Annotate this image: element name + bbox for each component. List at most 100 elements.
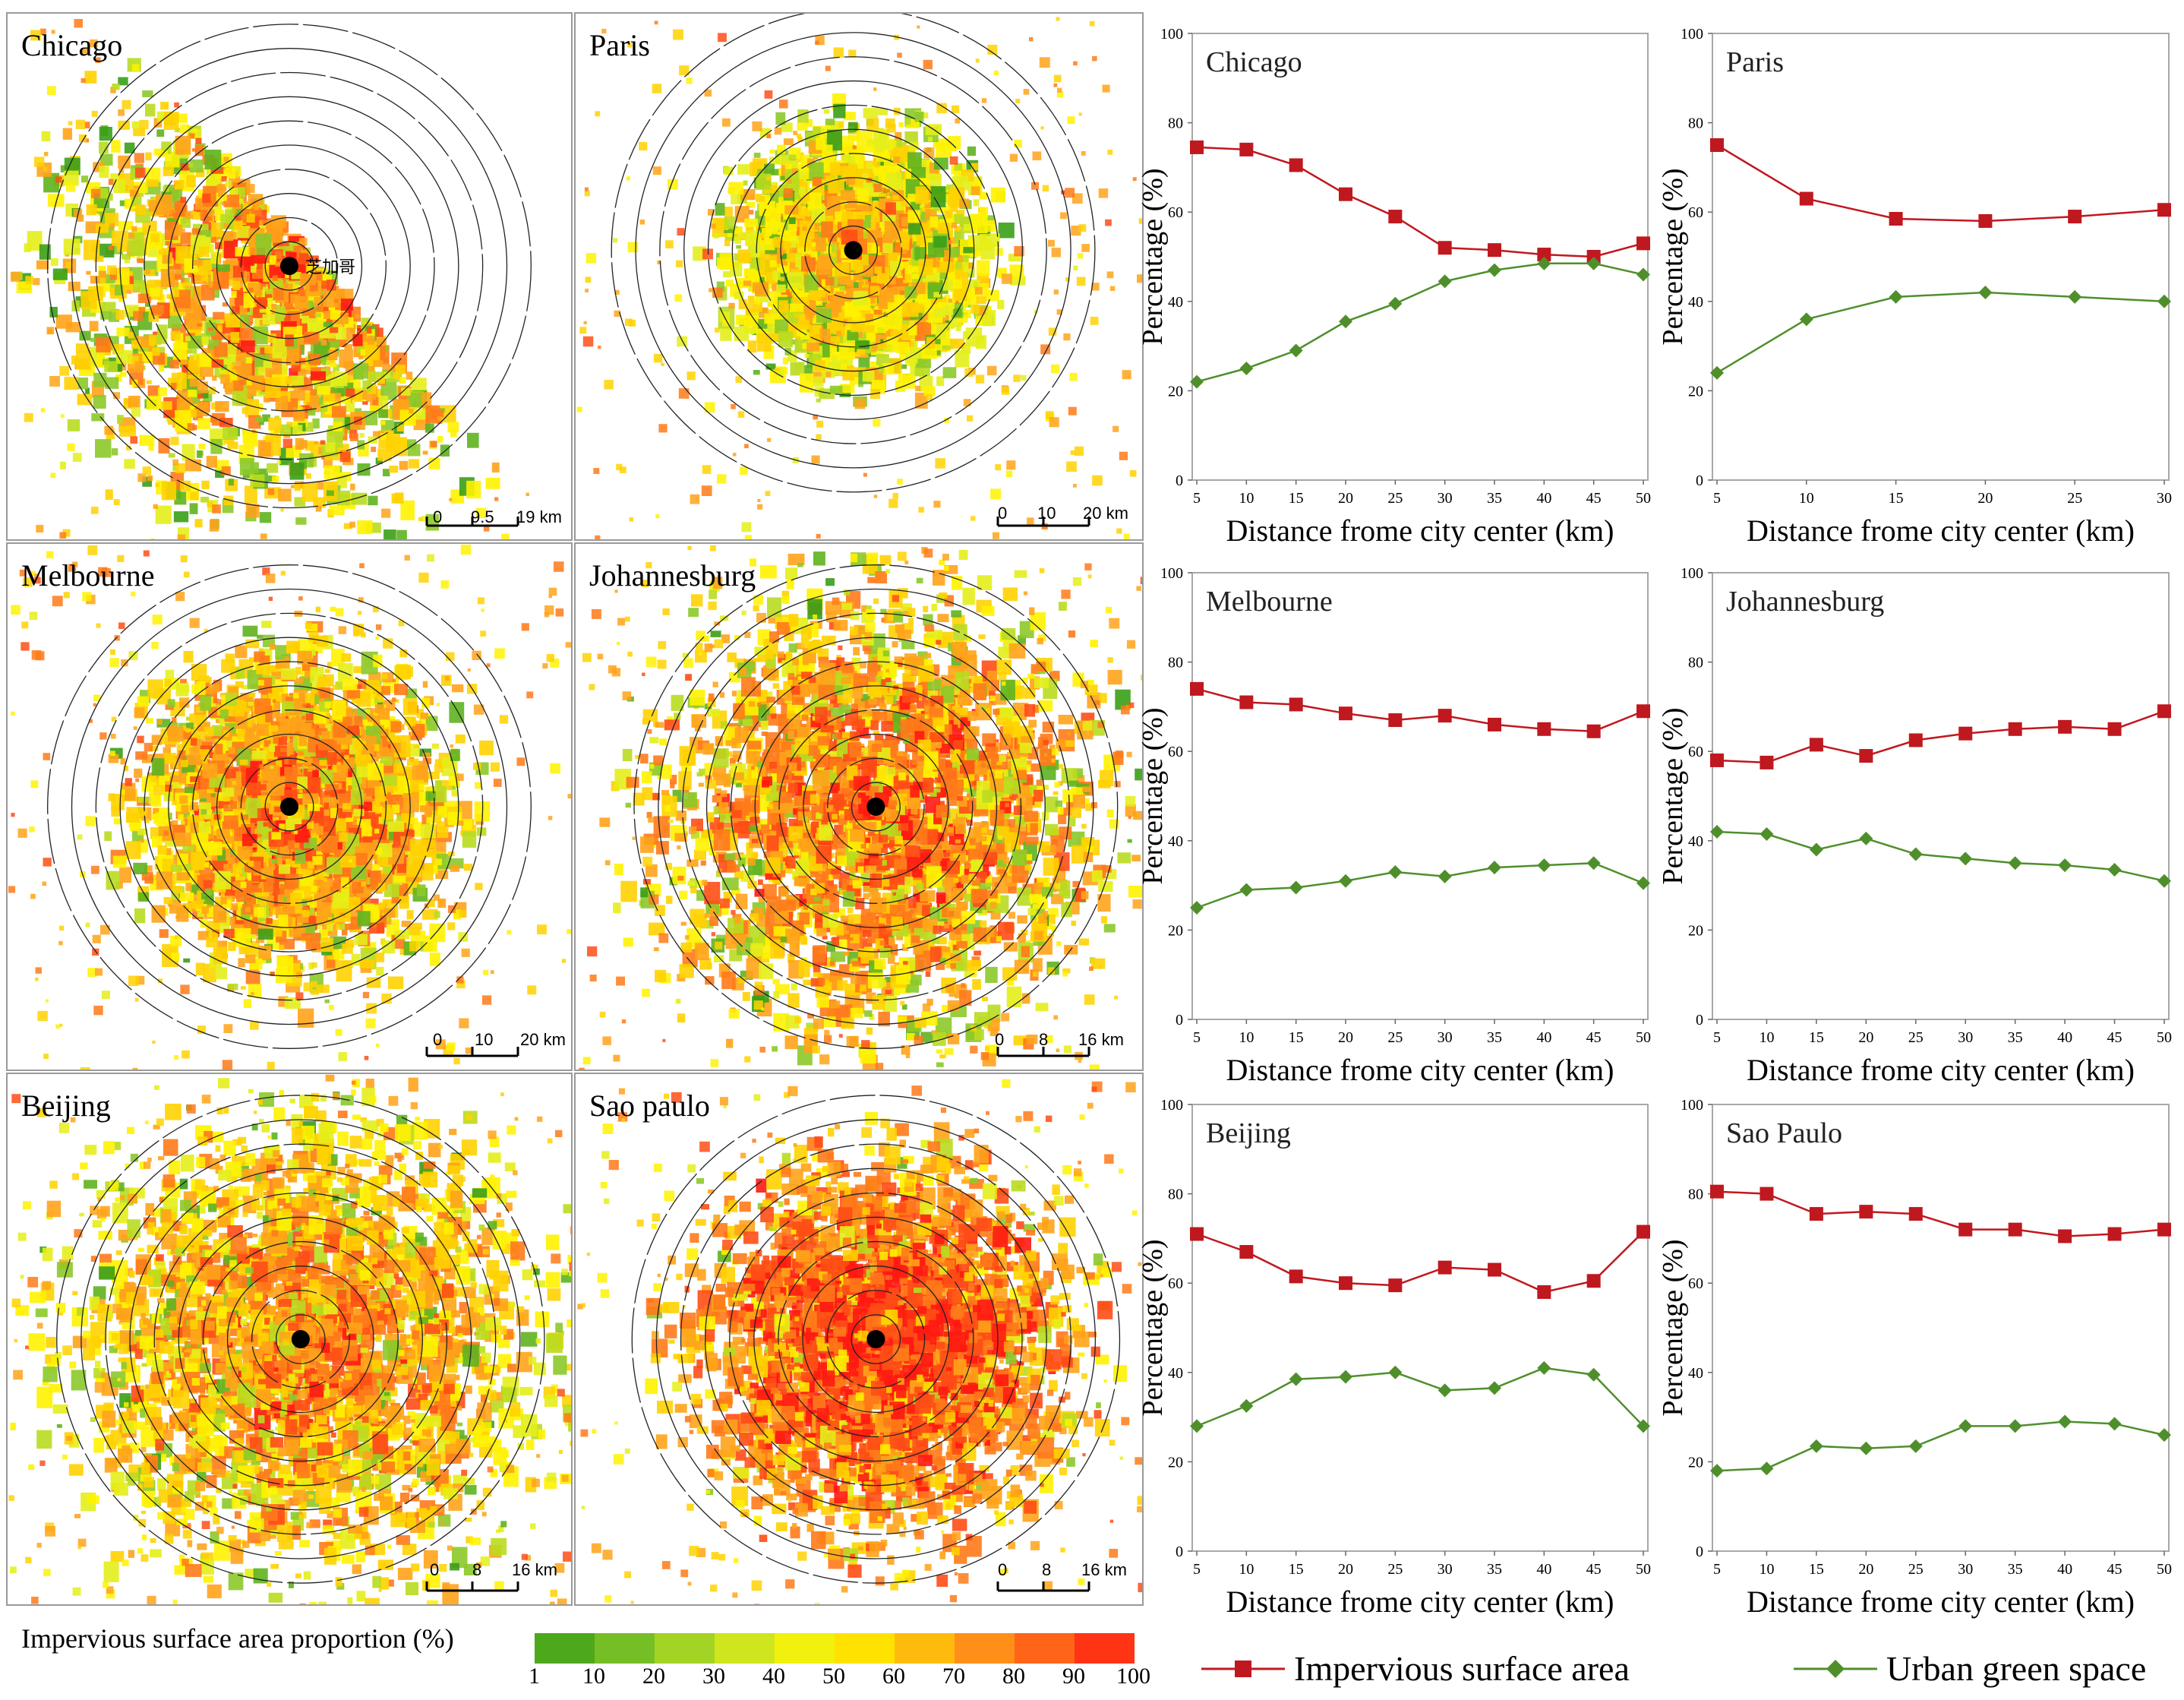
urban-patch [308, 318, 319, 330]
outskirt-patch [1027, 517, 1034, 525]
outskirt-patch [33, 156, 45, 167]
outskirt-patch [722, 319, 730, 327]
urban-patch [115, 310, 125, 320]
urban-patch [399, 460, 409, 470]
urban-patch [333, 364, 339, 371]
urban-patch [24, 243, 31, 252]
urban-patch [264, 378, 281, 398]
urban-patch [772, 270, 781, 280]
urban-patch [320, 440, 326, 445]
urban-patch [389, 466, 399, 473]
outskirt-patch [774, 127, 782, 135]
urban-patch [240, 340, 255, 353]
urban-patch [188, 133, 195, 139]
urban-patch [753, 302, 762, 312]
urban-patch [133, 128, 146, 137]
outskirt-patch [797, 133, 802, 138]
outskirt-patch [61, 414, 65, 419]
urban-patch [100, 311, 112, 320]
urban-patch [339, 349, 353, 368]
outskirt-patch [869, 286, 880, 295]
outskirt-patch [1051, 364, 1060, 374]
urban-patch [197, 418, 210, 429]
urban-patch [243, 430, 258, 447]
urban-patch [778, 300, 788, 313]
urban-patch [915, 186, 929, 204]
outskirt-patch [816, 533, 821, 539]
urban-patch [907, 210, 920, 223]
urban-patch [108, 179, 116, 185]
urban-patch [778, 331, 793, 348]
urban-patch [791, 318, 799, 324]
buffer-ring [659, 56, 1047, 444]
urban-patch [321, 456, 327, 460]
urban-patch [777, 144, 786, 154]
urban-patch [467, 432, 479, 448]
urban-patch [264, 346, 275, 354]
urban-patch [984, 215, 995, 224]
urban-patch [841, 229, 858, 245]
outskirt-patch [677, 228, 685, 235]
urban-patch [955, 264, 964, 276]
outskirt-patch [306, 265, 315, 274]
urban-patch [194, 144, 204, 156]
outskirt-patch [333, 422, 342, 431]
outskirt-patch [198, 246, 210, 258]
urban-patch [353, 390, 363, 402]
urban-patch [111, 448, 118, 456]
urban-patch [744, 218, 759, 227]
urban-patch [170, 382, 177, 390]
urban-patch [211, 222, 223, 237]
urban-patch [851, 135, 860, 142]
urban-patch [217, 190, 223, 197]
urban-patch [210, 438, 223, 454]
outskirt-patch [805, 312, 813, 320]
outskirt-patch [131, 407, 140, 417]
urban-patch [854, 211, 865, 220]
outskirt-patch [47, 329, 53, 335]
urban-patch [175, 269, 182, 278]
urban-patch [466, 480, 481, 499]
urban-patch [399, 377, 406, 384]
outskirt-patch [74, 19, 83, 28]
outskirt-patch [661, 362, 664, 366]
urban-patch [939, 145, 946, 152]
urban-patch [904, 131, 918, 144]
urban-patch [908, 324, 917, 336]
urban-patch [131, 340, 140, 349]
urban-patch [844, 324, 854, 336]
outskirt-patch [297, 406, 303, 411]
outskirt-patch [690, 494, 700, 504]
urban-patch [380, 432, 387, 441]
urban-patch [328, 349, 338, 361]
urban-patch [395, 365, 406, 374]
urban-patch [162, 286, 168, 290]
outskirt-patch [897, 255, 902, 261]
urban-patch [239, 305, 248, 317]
outskirt-patch [854, 398, 866, 409]
outskirt-patch [25, 276, 33, 284]
outskirt-patch [128, 232, 135, 239]
urban-patch [84, 71, 97, 84]
urban-patch [950, 147, 957, 151]
urban-patch [401, 387, 411, 396]
outskirt-patch [655, 513, 660, 519]
outskirt-patch [1001, 387, 1010, 395]
urban-patch [128, 331, 134, 339]
outskirt-patch [1113, 425, 1119, 432]
urban-patch [891, 150, 901, 158]
urban-patch [783, 138, 794, 145]
urban-patch [200, 284, 215, 301]
urban-patch [939, 268, 948, 280]
urban-patch [90, 275, 101, 284]
outskirt-patch [377, 377, 385, 384]
urban-patch [248, 194, 264, 205]
outskirt-patch [1032, 151, 1042, 161]
outskirt-patch [1060, 212, 1067, 220]
urban-patch [111, 140, 121, 153]
urban-patch [926, 319, 937, 329]
outskirt-patch [614, 289, 620, 295]
urban-patch [967, 146, 976, 156]
urban-patch [976, 260, 990, 276]
urban-patch [192, 267, 204, 275]
